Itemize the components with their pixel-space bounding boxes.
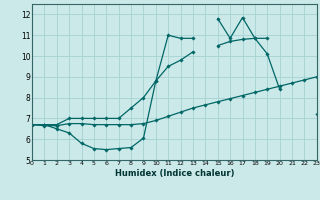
X-axis label: Humidex (Indice chaleur): Humidex (Indice chaleur) bbox=[115, 169, 234, 178]
